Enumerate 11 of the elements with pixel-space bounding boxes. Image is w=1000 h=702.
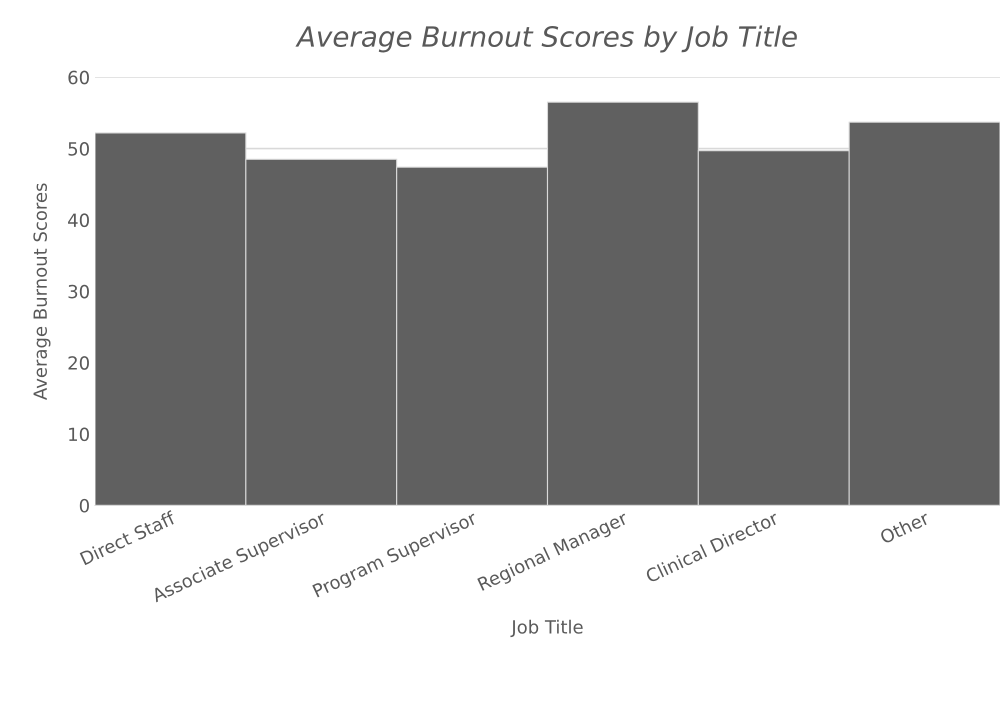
y-tick-label: 30 [68, 284, 89, 298]
x-tick-label: Other [879, 510, 930, 544]
x-axis-title: Job Title [510, 620, 583, 638]
y-tick-label: 20 [68, 356, 89, 370]
y-tick-label: 60 [68, 70, 89, 84]
y-tick-label: 50 [68, 142, 89, 156]
y-tick-label: 0 [80, 498, 89, 513]
y-axis-title: Average Burnout Scores [33, 183, 50, 400]
chart-title: Average Burnout Scores by Job Title [295, 26, 797, 52]
y-tick-label: 10 [69, 428, 89, 442]
y-tick-label: 40 [68, 213, 89, 228]
